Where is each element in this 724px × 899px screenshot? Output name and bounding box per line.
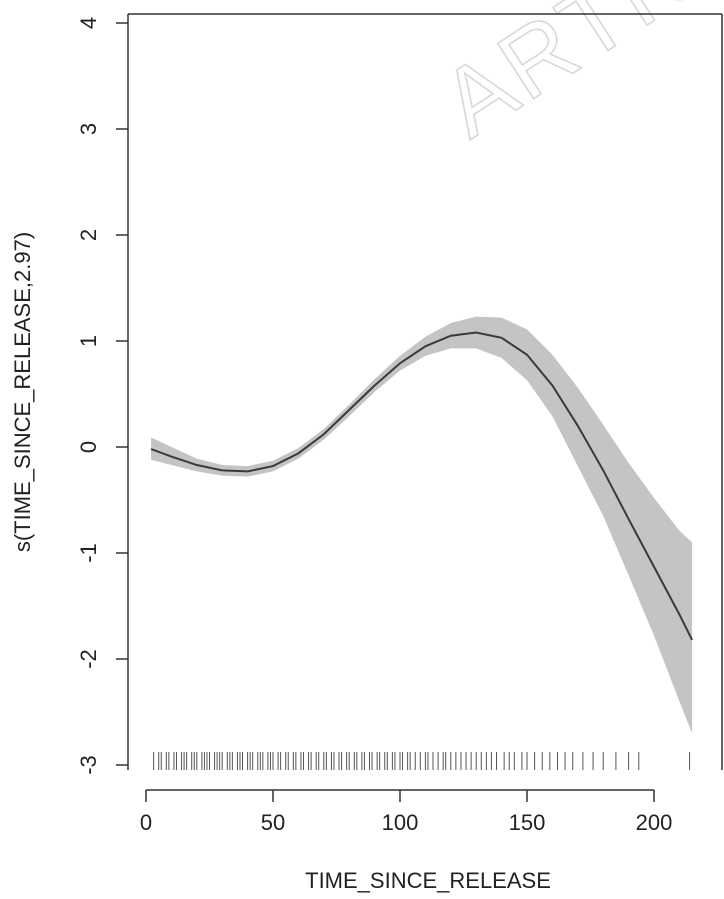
rug-layer bbox=[153, 752, 691, 770]
x-axis: 0 50 100 150 200 bbox=[140, 789, 673, 835]
x-tick-label: 50 bbox=[261, 810, 285, 835]
x-tick-label: 200 bbox=[636, 810, 673, 835]
x-axis-title: TIME_SINCE_RELEASE bbox=[305, 868, 551, 893]
y-tick-label: 3 bbox=[76, 123, 101, 135]
x-tick-label: 150 bbox=[509, 810, 546, 835]
y-tick-label: 0 bbox=[76, 441, 101, 453]
x-tick-label: 0 bbox=[140, 810, 152, 835]
confidence-band bbox=[151, 316, 693, 734]
smooth-line bbox=[150, 331, 693, 641]
x-tick-label: 100 bbox=[382, 810, 419, 835]
y-axis-title: s(TIME_SINCE_RELEASE,2.97) bbox=[10, 232, 35, 552]
watermark: ARTIC bbox=[423, 0, 724, 158]
y-axis: -3 -2 -1 0 1 2 3 4 bbox=[76, 13, 723, 775]
confidence-band-layer bbox=[151, 316, 693, 734]
y-tick-label: 2 bbox=[76, 229, 101, 241]
plot-frame bbox=[128, 14, 722, 770]
smooth-line-layer bbox=[150, 331, 693, 641]
y-tick-label: -1 bbox=[76, 543, 101, 563]
y-tick-label: -3 bbox=[76, 755, 101, 775]
y-tick-label: 4 bbox=[76, 17, 101, 29]
y-tick-label: -2 bbox=[76, 649, 101, 669]
y-tick-label: 1 bbox=[76, 335, 101, 347]
